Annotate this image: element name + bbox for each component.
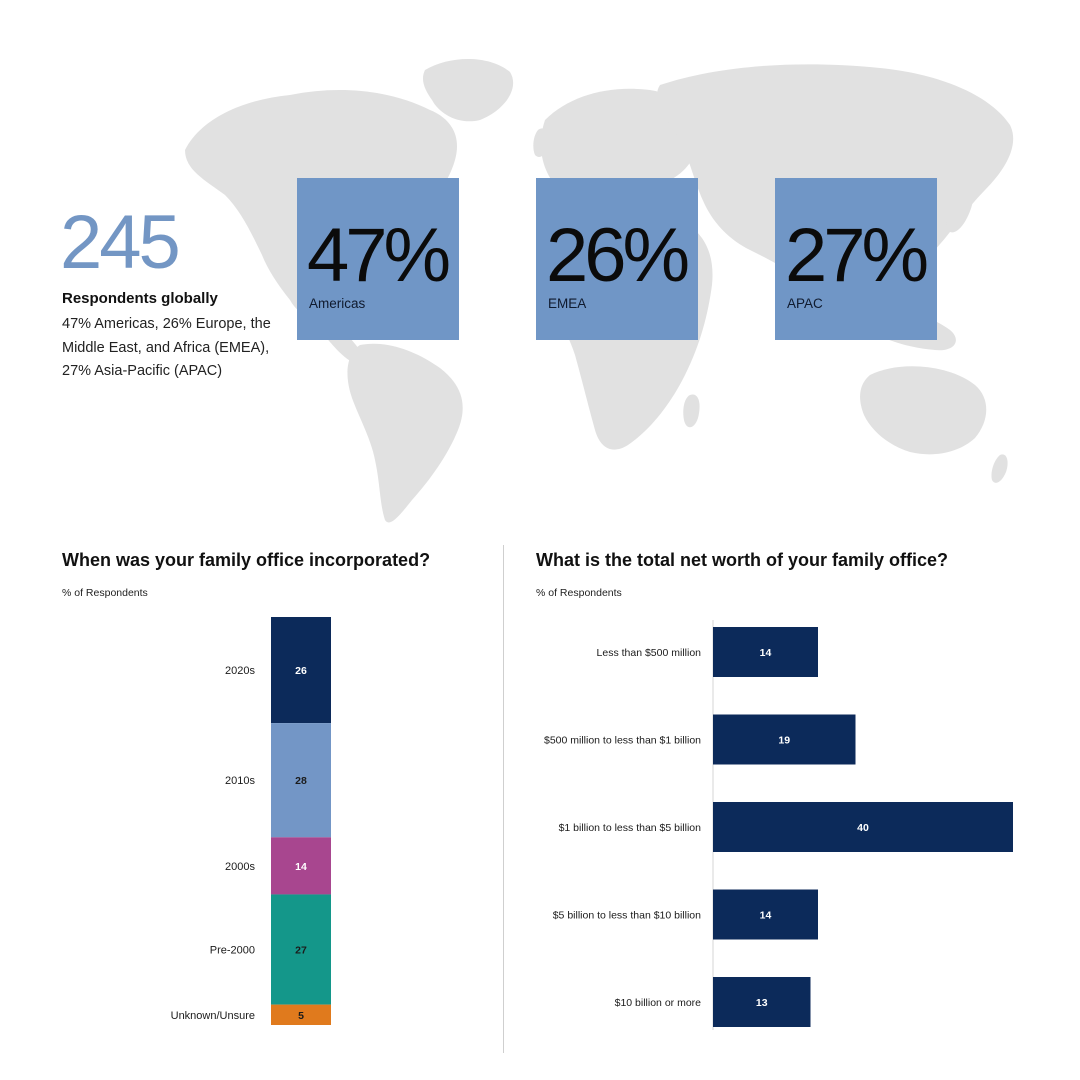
networth-chart-subtitle: % of Respondents	[536, 587, 622, 599]
bar-networth-1	[713, 714, 856, 765]
bar-pre-2000	[271, 894, 331, 1005]
category-label: Less than $500 million	[597, 647, 702, 659]
category-label: Unknown/Unsure	[171, 1010, 255, 1022]
map-new-zealand	[991, 454, 1008, 483]
region-pct: 27%	[785, 213, 929, 298]
bar-value-label: 14	[295, 861, 307, 873]
bar-networth-3	[713, 889, 818, 940]
category-label: $500 million to less than $1 billion	[544, 735, 701, 747]
region-pct: 26%	[546, 213, 690, 298]
map-europe	[540, 88, 700, 202]
map-uk	[533, 128, 549, 157]
bar-value-label: 26	[295, 665, 307, 677]
map-australia	[860, 366, 987, 455]
bar-value-label: 5	[298, 1010, 304, 1022]
category-label: $5 billion to less than $10 billion	[553, 910, 701, 922]
bar-networth-4	[713, 977, 811, 1027]
bar-value-label: 40	[857, 822, 869, 834]
category-label: 2010s	[225, 775, 255, 787]
region-name: APAC	[787, 296, 823, 311]
bar-2000s	[271, 837, 331, 895]
region-name: Americas	[309, 296, 366, 311]
respondents-description: 47% Americas, 26% Europe, the Middle Eas…	[62, 316, 271, 379]
category-label: $1 billion to less than $5 billion	[559, 822, 702, 834]
region-box-emea: 26% EMEA	[536, 178, 698, 340]
region-name: EMEA	[548, 296, 587, 311]
networth-chart: 14 Less than $500 million 19 $500 million t…	[544, 620, 1013, 1030]
chart-divider	[503, 545, 504, 1053]
bar-value-label: 13	[756, 997, 768, 1009]
region-pct: 47%	[307, 213, 451, 298]
region-box-apac: 27% APAC	[775, 178, 937, 340]
bar-value-label: 14	[760, 647, 772, 659]
incorporated-chart: 26 2020s 28 2010s 14 2000s 27 Pre-2000 5 Unknown/…	[171, 617, 331, 1025]
incorporated-chart-title: When was your family office incorporated…	[62, 550, 431, 570]
respondents-total: 245	[60, 200, 181, 285]
map-south-america	[347, 343, 463, 523]
category-label: 2020s	[225, 665, 255, 677]
networth-chart-title: What is the total net worth of your fami…	[536, 550, 949, 570]
category-label: 2000s	[225, 861, 255, 873]
bar-unknown-unsure	[271, 1004, 331, 1025]
category-label: $10 billion or more	[615, 997, 702, 1009]
map-japan	[946, 188, 973, 233]
respondents-label: Respondents globally	[62, 290, 218, 307]
bar-2020s	[271, 617, 331, 724]
bar-value-label: 19	[778, 735, 790, 747]
bar-value-label: 28	[295, 775, 307, 787]
region-box-americas: 47% Americas	[297, 178, 459, 340]
bar-value-label: 14	[760, 910, 772, 922]
bar-networth-0	[713, 627, 818, 677]
map-greenland	[422, 58, 514, 122]
map-madagascar	[683, 394, 700, 428]
category-label: Pre-2000	[210, 945, 255, 957]
bar-2010s	[271, 723, 331, 838]
incorporated-chart-subtitle: % of Respondents	[62, 587, 148, 599]
bar-value-label: 27	[295, 945, 307, 957]
bar-networth-2	[713, 802, 1013, 852]
